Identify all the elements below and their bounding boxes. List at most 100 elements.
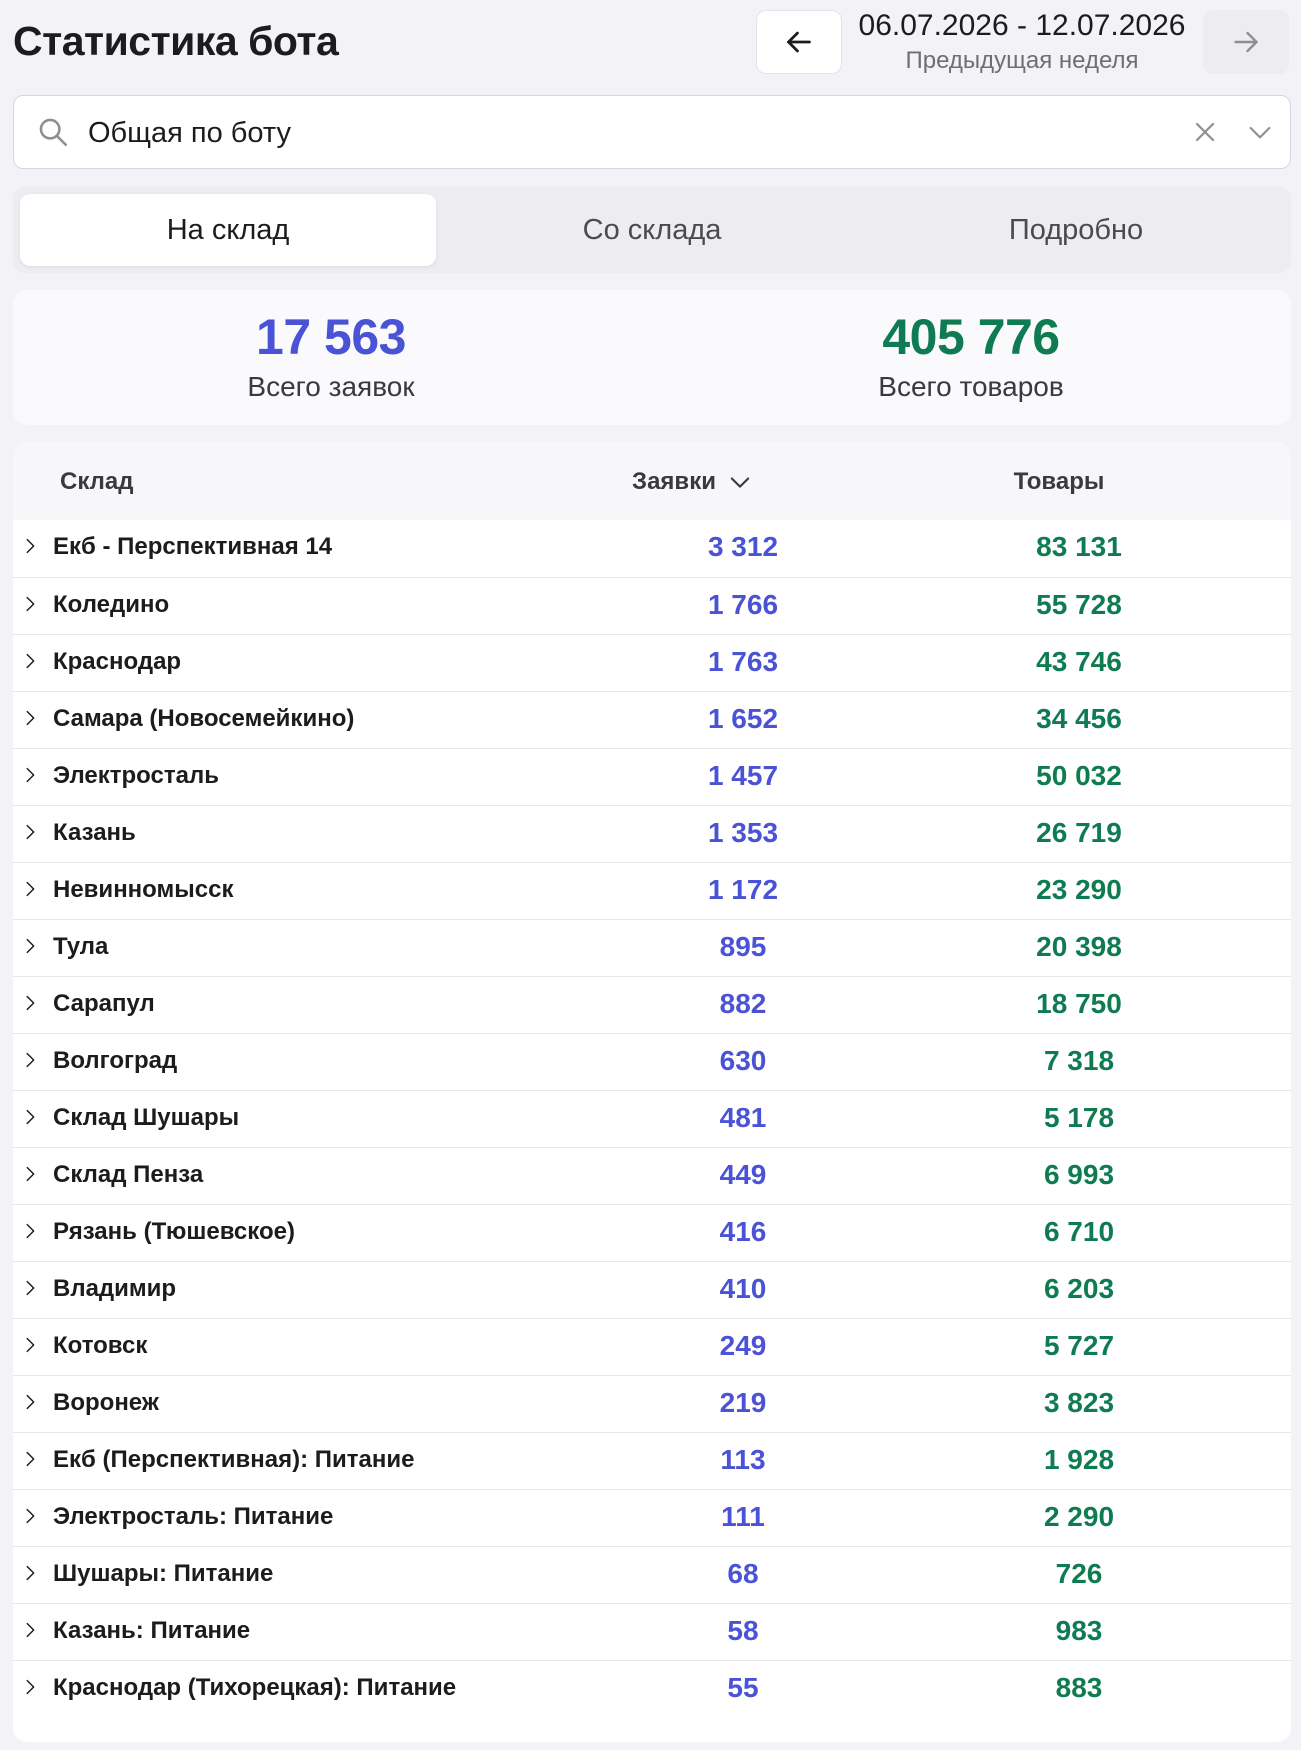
chevron-right-icon[interactable] — [19, 992, 41, 1014]
table-row[interactable]: Рязань (Тюшевское) 416 6 710 — [13, 1204, 1291, 1261]
table-row[interactable]: Сарапул 882 18 750 — [13, 976, 1291, 1033]
table-row[interactable]: Краснодар 1 763 43 746 — [13, 634, 1291, 691]
warehouse-name: Екб - Перспективная 14 — [53, 533, 333, 560]
tab-from-warehouse[interactable]: Со склада — [582, 213, 722, 246]
chevron-right-icon[interactable] — [19, 593, 41, 615]
goods-count: 43 746 — [1036, 646, 1122, 677]
chevron-right-icon[interactable] — [19, 1049, 41, 1071]
goods-count: 83 131 — [1036, 531, 1122, 562]
warehouse-name: Волгоград — [53, 1047, 178, 1074]
requests-count: 1 652 — [707, 703, 779, 734]
table-row[interactable]: Коледино 1 766 55 728 — [13, 577, 1291, 634]
chevron-right-icon[interactable] — [19, 1277, 41, 1299]
requests-count: 416 — [719, 1216, 767, 1247]
warehouse-name: Краснодар — [53, 648, 182, 675]
warehouse-name: Электросталь — [53, 762, 219, 789]
table-row[interactable]: Казань: Питание 58 983 — [13, 1603, 1291, 1660]
total-goods-value: 405 776 — [882, 309, 1060, 365]
table-row[interactable]: Электросталь: Питание 111 2 290 — [13, 1489, 1291, 1546]
warehouse-name: Владимир — [53, 1275, 177, 1302]
table-row[interactable]: Невинномысск 1 172 23 290 — [13, 862, 1291, 919]
column-header-warehouse[interactable]: Склад — [60, 468, 134, 495]
requests-count: 882 — [719, 988, 767, 1019]
table-row[interactable]: Воронеж 219 3 823 — [13, 1375, 1291, 1432]
warehouse-name: Шушары: Питание — [53, 1560, 274, 1587]
table-row[interactable]: Екб (Перспективная): Питание 113 1 928 — [13, 1432, 1291, 1489]
warehouse-name: Казань — [53, 819, 136, 846]
goods-count: 6 203 — [1043, 1273, 1115, 1304]
tab-details[interactable]: Подробно — [1008, 213, 1144, 246]
total-requests-label: Всего заявок — [247, 371, 415, 402]
chevron-right-icon[interactable] — [19, 650, 41, 672]
warehouse-name: Склад Шушары — [53, 1104, 240, 1131]
warehouse-name: Рязань (Тюшевское) — [53, 1218, 295, 1245]
chevron-right-icon[interactable] — [19, 764, 41, 786]
bot-select-field[interactable] — [13, 95, 1291, 169]
chevron-right-icon[interactable] — [19, 1676, 41, 1698]
requests-count: 1 457 — [707, 760, 779, 791]
page-title: Статистика бота — [13, 18, 339, 64]
warehouse-name: Склад Пенза — [53, 1161, 204, 1188]
requests-count: 219 — [719, 1387, 767, 1418]
chevron-right-icon[interactable] — [19, 1391, 41, 1413]
chevron-down-icon[interactable] — [1244, 116, 1276, 148]
table-row[interactable]: Склад Шушары 481 5 178 — [13, 1090, 1291, 1147]
tab-to-warehouse[interactable]: На склад — [20, 194, 436, 266]
table-row[interactable]: Краснодар (Тихорецкая): Питание 55 883 — [13, 1660, 1291, 1717]
warehouse-name: Коледино — [53, 591, 170, 618]
chevron-right-icon[interactable] — [19, 935, 41, 957]
column-header-requests[interactable]: Заявки — [593, 468, 793, 496]
goods-count: 1 928 — [1043, 1444, 1115, 1475]
goods-count: 7 318 — [1043, 1045, 1115, 1076]
table-row[interactable]: Екб - Перспективная 14 3 312 83 131 — [13, 520, 1291, 577]
warehouse-name: Краснодар (Тихорецкая): Питание — [53, 1674, 457, 1701]
table-row[interactable]: Владимир 410 6 203 — [13, 1261, 1291, 1318]
goods-count: 23 290 — [1036, 874, 1122, 905]
goods-count: 26 719 — [1036, 817, 1122, 848]
warehouse-name: Воронеж — [53, 1389, 159, 1416]
requests-count: 630 — [719, 1045, 767, 1076]
chevron-right-icon[interactable] — [19, 821, 41, 843]
table-row[interactable]: Склад Пенза 449 6 993 — [13, 1147, 1291, 1204]
requests-count: 481 — [719, 1102, 767, 1133]
column-header-goods[interactable]: Товары — [1013, 468, 1105, 495]
chevron-right-icon[interactable] — [19, 535, 41, 557]
next-week-button[interactable] — [1203, 10, 1289, 74]
arrow-left-icon — [787, 31, 811, 53]
chevron-right-icon[interactable] — [19, 1448, 41, 1470]
requests-count: 895 — [719, 931, 767, 962]
chevron-right-icon[interactable] — [19, 878, 41, 900]
search-input[interactable] — [86, 108, 1140, 158]
table-row[interactable]: Шушары: Питание 68 726 — [13, 1546, 1291, 1603]
chevron-right-icon[interactable] — [19, 1163, 41, 1185]
chevron-right-icon[interactable] — [19, 707, 41, 729]
table-row[interactable]: Волгоград 630 7 318 — [13, 1033, 1291, 1090]
clear-icon[interactable] — [1189, 116, 1221, 148]
goods-count: 5 178 — [1043, 1102, 1115, 1133]
requests-count: 249 — [719, 1330, 767, 1361]
requests-count: 113 — [720, 1444, 766, 1475]
date-range: 06.07.2026 - 12.07.2026 — [858, 9, 1186, 42]
chevron-right-icon[interactable] — [19, 1619, 41, 1641]
table-row[interactable]: Котовск 249 5 727 — [13, 1318, 1291, 1375]
table-row[interactable]: Электросталь 1 457 50 032 — [13, 748, 1291, 805]
chevron-right-icon[interactable] — [19, 1220, 41, 1242]
goods-count: 55 728 — [1036, 589, 1122, 620]
chevron-right-icon[interactable] — [19, 1505, 41, 1527]
sort-desc-icon — [730, 477, 750, 488]
goods-count: 50 032 — [1036, 760, 1122, 791]
warehouse-name: Сарапул — [53, 990, 155, 1017]
table-row[interactable]: Казань 1 353 26 719 — [13, 805, 1291, 862]
chevron-right-icon[interactable] — [19, 1106, 41, 1128]
period-label: Предыдущая неделя — [905, 47, 1139, 74]
requests-count: 1 763 — [707, 646, 779, 677]
prev-week-button[interactable] — [756, 10, 842, 74]
table-row[interactable]: Тула 895 20 398 — [13, 919, 1291, 976]
total-goods-label: Всего товаров — [878, 371, 1064, 402]
requests-count: 1 172 — [707, 874, 779, 905]
table-row[interactable]: Самара (Новосемейкино) 1 652 34 456 — [13, 691, 1291, 748]
requests-count: 1 353 — [707, 817, 779, 848]
chevron-right-icon[interactable] — [19, 1334, 41, 1356]
chevron-right-icon[interactable] — [19, 1562, 41, 1584]
